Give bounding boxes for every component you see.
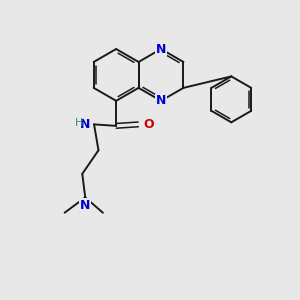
Text: N: N — [156, 43, 166, 56]
Text: H: H — [75, 118, 83, 128]
Text: O: O — [143, 118, 154, 131]
Text: N: N — [156, 94, 166, 107]
Text: N: N — [80, 199, 90, 212]
Text: N: N — [80, 118, 91, 131]
